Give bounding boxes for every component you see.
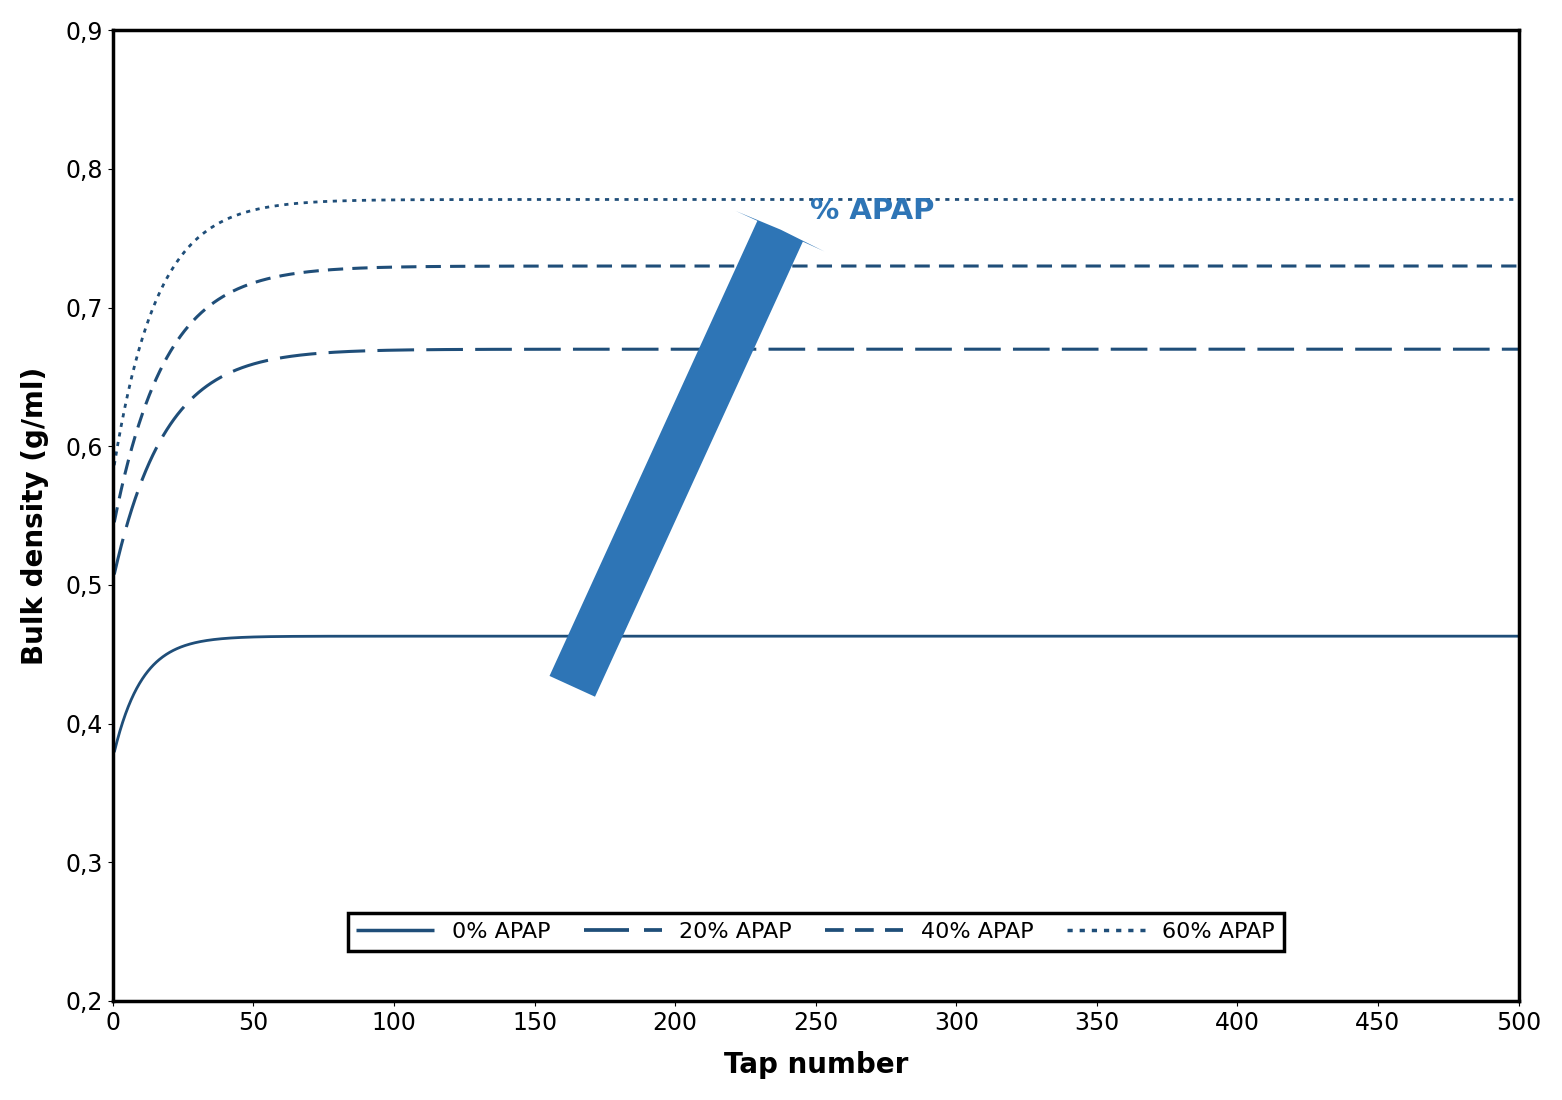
60% APAP [1468,192,1487,206]
40% APAP [177,322,195,335]
Text: % APAP: % APAP [811,197,934,224]
20% APAP [1468,342,1487,355]
40% APAP [1211,260,1229,273]
20% APAP [1509,342,1528,355]
Line: 40% APAP: 40% APAP [114,266,1518,522]
40% APAP [750,260,769,273]
0% APAP [177,639,195,652]
20% APAP [1211,342,1229,355]
Line: 60% APAP: 60% APAP [114,199,1518,465]
20% APAP [787,342,806,355]
40% APAP [105,516,123,529]
0% APAP [1468,629,1487,642]
Line: 20% APAP: 20% APAP [114,349,1518,574]
Legend: 0% APAP, 20% APAP, 40% APAP, 60% APAP: 0% APAP, 20% APAP, 40% APAP, 60% APAP [347,913,1284,950]
0% APAP [787,629,806,642]
40% APAP [787,260,806,273]
20% APAP [105,568,123,581]
60% APAP [105,459,123,472]
0% APAP [1470,629,1489,642]
0% APAP [1509,629,1528,642]
0% APAP [1211,629,1229,642]
60% APAP [1509,192,1528,206]
0% APAP [105,746,123,759]
40% APAP [1509,260,1528,273]
60% APAP [1507,192,1526,206]
20% APAP [750,342,769,355]
40% APAP [1468,260,1487,273]
0% APAP [1107,629,1126,642]
40% APAP [1468,260,1487,273]
60% APAP [787,192,806,206]
60% APAP [1211,192,1229,206]
60% APAP [177,243,195,256]
Line: 0% APAP: 0% APAP [114,636,1518,752]
60% APAP [1468,192,1487,206]
60% APAP [750,192,769,206]
20% APAP [177,398,195,411]
Y-axis label: Bulk density (g/ml): Bulk density (g/ml) [20,366,48,664]
0% APAP [750,629,769,642]
20% APAP [1468,342,1487,355]
X-axis label: Tap number: Tap number [723,1052,908,1079]
